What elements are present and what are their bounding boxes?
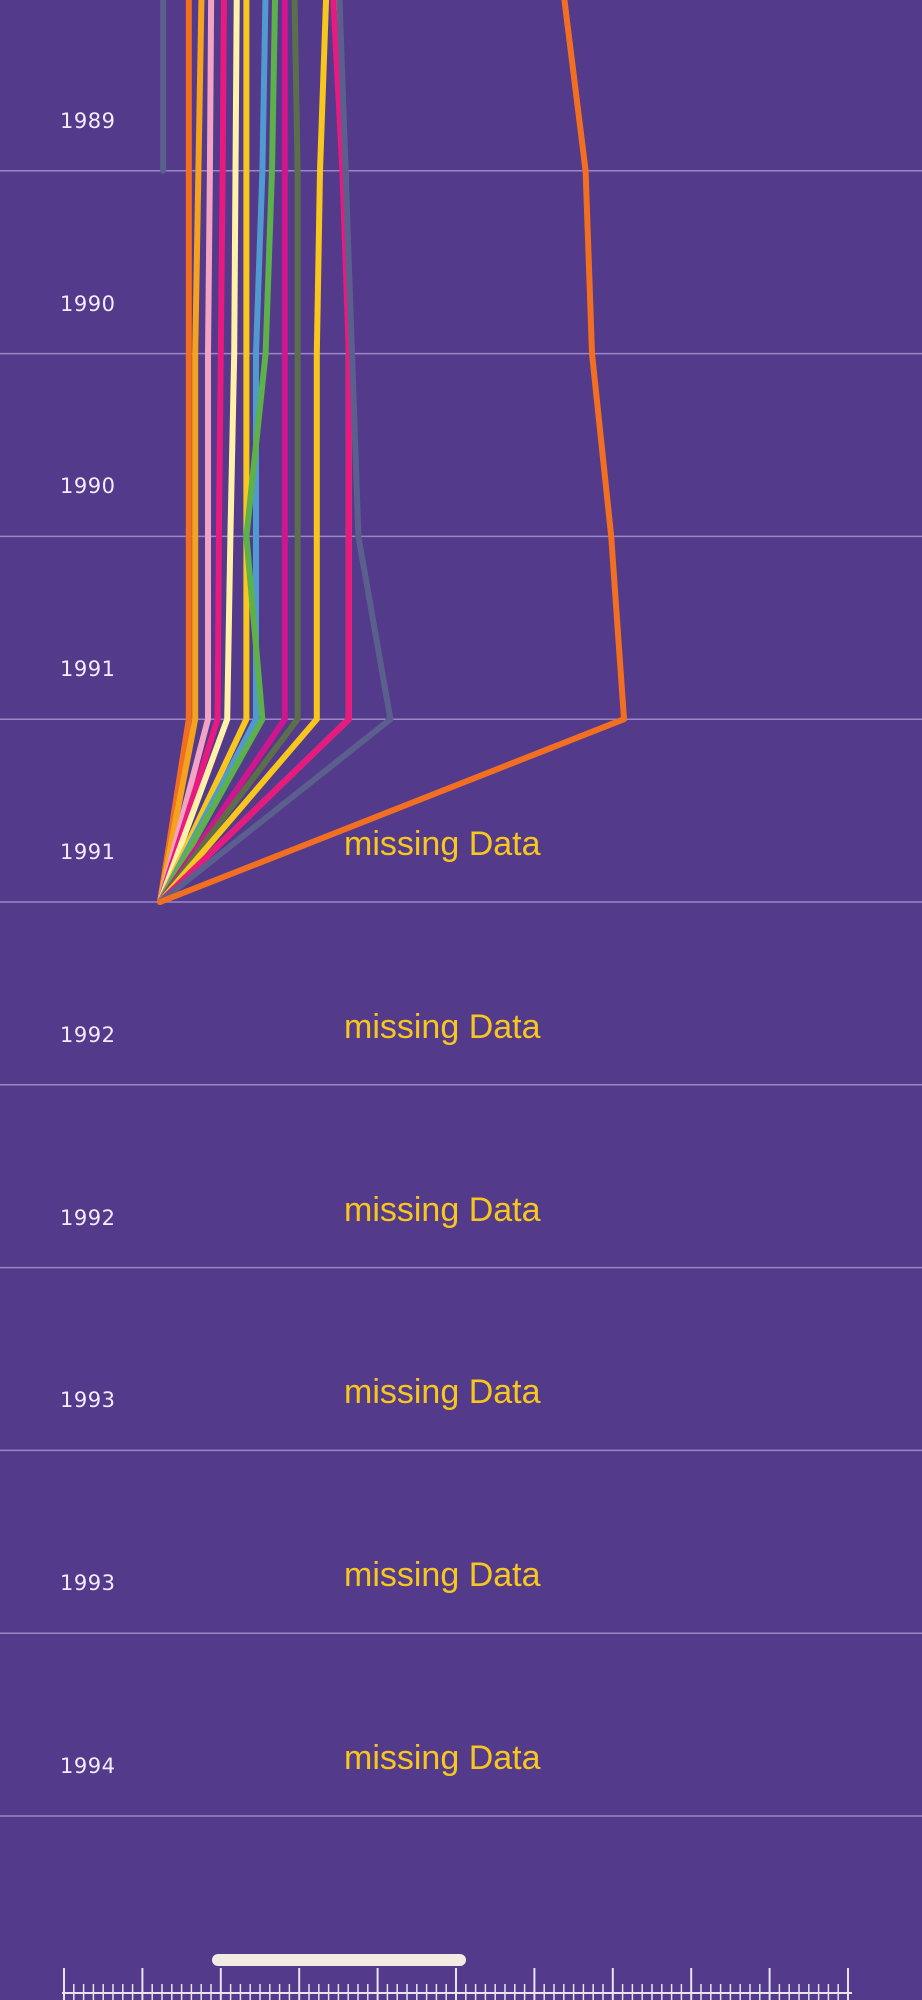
series-line [157, 0, 627, 905]
series-line [157, 0, 215, 905]
series-line [157, 0, 205, 905]
missing-data-label: missing Data [344, 1007, 541, 1046]
missing-data-label: missing Data [344, 1556, 541, 1595]
timeline-scroll-thumb[interactable] [212, 1954, 466, 1966]
row-year-label: 1994 [60, 1754, 116, 1778]
series-line [157, 0, 301, 905]
series-line [157, 0, 394, 905]
row-year-label: 1989 [60, 108, 116, 133]
row-year-label: 1992 [60, 1205, 116, 1230]
series-line [157, 0, 250, 905]
series-line [157, 0, 279, 905]
row-year-label: 1993 [60, 1571, 116, 1596]
series-line [157, 0, 352, 905]
series-line [157, 0, 330, 905]
series-line [157, 0, 227, 905]
missing-data-label: missing Data [344, 1373, 541, 1412]
series-line [157, 0, 192, 905]
missing-data-label: missing Data [344, 825, 541, 863]
row-year-label: 1991 [60, 840, 116, 864]
row-year-label: 1993 [60, 1388, 116, 1413]
row-year-label: 1990 [60, 291, 116, 316]
row-year-label: 1991 [60, 657, 116, 682]
missing-data-label: missing Data [344, 1739, 541, 1777]
series-lines [157, 0, 627, 905]
row-year-label: 1990 [60, 474, 116, 499]
gridlines [0, 170, 922, 1817]
missing-data-label: missing Data [344, 1190, 541, 1229]
series-line [157, 0, 240, 905]
series-line [157, 0, 288, 905]
row-year-label: 1992 [60, 1022, 116, 1047]
timeline-ruler[interactable] [62, 1968, 852, 2000]
